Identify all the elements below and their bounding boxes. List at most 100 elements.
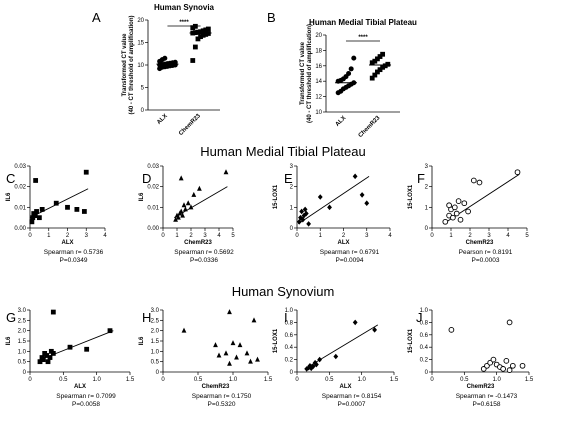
y-tick-label: 3.0	[151, 308, 160, 314]
y-tick-label: 14	[315, 79, 322, 85]
y-tick-label: 2.5	[151, 318, 160, 324]
data-point	[192, 23, 198, 29]
x-tick-label: 3	[487, 233, 491, 239]
stat-correlation: Spearman r= 0.6791	[320, 249, 380, 256]
x-tick-label: 5	[231, 233, 235, 239]
x-tick-label: 0	[430, 233, 434, 239]
regression-line	[304, 324, 379, 370]
data-point	[503, 357, 510, 364]
data-point	[81, 209, 87, 214]
y-tick-label: 0.2	[285, 358, 294, 364]
y-tick-label: 0.02	[14, 185, 26, 191]
x-tick-label: 0.5	[325, 377, 334, 383]
x-tick-label: 0	[28, 377, 32, 383]
x-tick-label: 1.5	[264, 377, 273, 383]
panel-letter: G	[6, 310, 16, 325]
data-point	[333, 353, 339, 360]
data-point	[50, 309, 56, 315]
y-tick-label: 3	[425, 164, 429, 170]
x-tick-label: 0.5	[59, 377, 68, 383]
chart-panel-b: B 10 12 14 16 18 20 ALX ChemR23 Human Medial Tibi…	[267, 10, 417, 139]
y-tick-label: 10	[137, 63, 144, 69]
data-point	[172, 59, 178, 65]
y-tick-label: 0.00	[147, 226, 159, 232]
y-axis-label: 15-LOX1	[273, 328, 279, 353]
x-tick-label: 1	[319, 233, 323, 239]
y-tick-label: 0.4	[285, 345, 294, 351]
x-axis-label: ALX	[340, 384, 352, 390]
x-tick-label: 4	[506, 233, 510, 239]
panel-letter: E	[284, 171, 293, 186]
y-tick-label: 1	[290, 205, 294, 211]
data-point	[234, 354, 239, 360]
stat-correlation: Pearson r= 0.8191	[459, 249, 513, 256]
data-point	[185, 200, 191, 206]
stat-correlation: Spearman r= 0.5692	[174, 249, 234, 256]
data-point	[490, 356, 497, 363]
x-tick-label: 0	[295, 233, 299, 239]
data-point	[47, 355, 53, 360]
data-point	[470, 177, 477, 184]
y-tick-label: 20	[137, 18, 144, 24]
y-tick-label: 12	[315, 95, 322, 101]
data-point	[195, 29, 201, 35]
x-tick-label: 1.0	[357, 377, 366, 383]
data-point	[33, 178, 39, 183]
y-axis-label-2: (40 - CT threshold of amplification)	[307, 24, 313, 123]
data-point	[317, 194, 323, 200]
data-point	[180, 212, 185, 218]
y-tick-label: 0.03	[14, 164, 26, 170]
data-point	[375, 56, 380, 62]
y-tick-label: 1.0	[18, 349, 27, 355]
data-point	[197, 185, 202, 191]
data-point	[53, 200, 59, 206]
y-tick-label: 0.6	[420, 333, 429, 339]
y-tick-label: 1.5	[18, 339, 27, 345]
data-point	[352, 319, 358, 326]
y-tick-label: 0.6	[285, 333, 294, 339]
chart-panel-e: E 0 1 2 3 0 1 2 3 4 ALX 15-LOX1 Spearman r= 0.6791P=…	[273, 164, 392, 264]
data-point	[216, 352, 222, 358]
data-point	[364, 200, 370, 206]
data-point	[317, 356, 323, 363]
data-point	[446, 202, 452, 209]
x-category-label: ChemR23	[178, 113, 202, 137]
data-point	[506, 319, 513, 326]
data-point	[30, 215, 36, 221]
data-point	[306, 221, 312, 227]
data-point	[45, 359, 51, 365]
y-tick-label: 0	[425, 370, 429, 376]
y-tick-label: 18	[315, 48, 322, 54]
data-point	[303, 210, 309, 217]
data-point	[299, 208, 305, 215]
data-point	[192, 44, 198, 50]
data-point	[83, 169, 89, 175]
data-point	[29, 219, 35, 225]
x-axis-label: ChemR23	[202, 384, 230, 390]
panel-letter: J	[416, 310, 423, 325]
y-tick-label: 16	[315, 64, 322, 70]
data-point	[382, 63, 388, 69]
x-tick-label: 2	[342, 233, 346, 239]
x-tick-label: 1	[449, 233, 453, 239]
y-axis-label: 15-LOX1	[408, 328, 414, 353]
x-tick-label: 3	[203, 233, 207, 239]
y-tick-label: 2	[425, 185, 429, 191]
significance-label: ****	[179, 20, 189, 26]
panel-letter: D	[142, 171, 151, 186]
chart-panel-g: G 0 0.5 1.0 1.5 2.0 2.5 3.0 0 0.5 1.0 1.5 ALX IL6 Spea…	[6, 308, 135, 408]
data-point	[198, 34, 203, 40]
data-point	[176, 214, 181, 220]
data-point	[227, 309, 232, 315]
x-tick-label: 5	[525, 233, 529, 239]
x-axis-label: ALX	[62, 240, 74, 246]
data-point	[519, 362, 526, 369]
data-point	[372, 72, 378, 78]
data-point	[178, 175, 184, 181]
data-point	[310, 363, 316, 370]
data-point	[476, 179, 483, 186]
data-point	[385, 61, 391, 67]
y-tick-label: 0.03	[147, 164, 159, 170]
y-axis-label: Transformed CT value	[300, 41, 306, 105]
data-point	[307, 363, 313, 369]
